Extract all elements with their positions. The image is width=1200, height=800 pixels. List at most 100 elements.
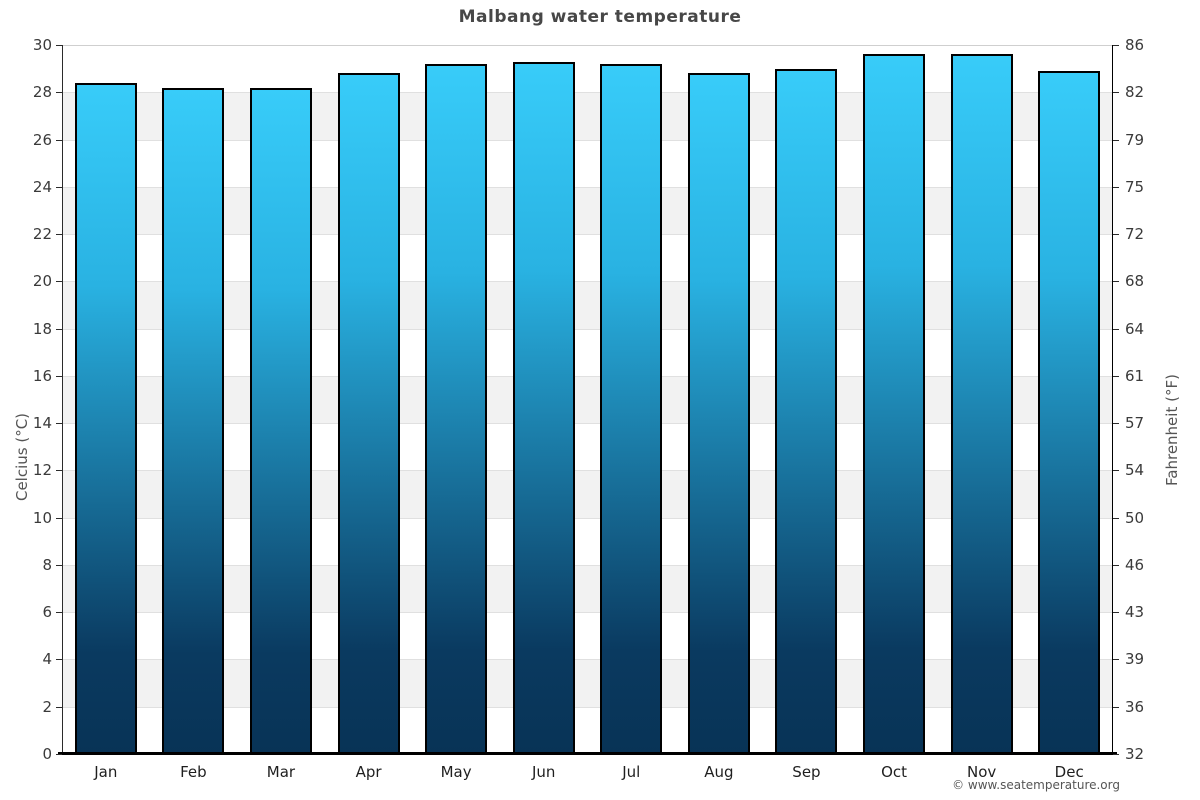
plot-band <box>62 92 1113 140</box>
celsius-tick-label: 8 <box>42 555 52 574</box>
celsius-tick-label: 30 <box>32 36 52 54</box>
month-label-sep: Sep <box>792 763 821 781</box>
month-label-aug: Aug <box>704 763 734 781</box>
celsius-tick-mark <box>56 375 62 377</box>
fahrenheit-tick-mark <box>1113 612 1119 614</box>
celsius-tick-label: 26 <box>32 130 52 149</box>
fahrenheit-tick-label: 64 <box>1125 319 1145 338</box>
gridline <box>62 470 1113 472</box>
watermark-link[interactable]: © www.seatemperature.org <box>952 778 1120 792</box>
fahrenheit-tick-label: 68 <box>1125 272 1145 291</box>
fahrenheit-tick-label: 82 <box>1125 83 1145 102</box>
month-label-jun: Jun <box>531 763 556 781</box>
plot-band <box>62 423 1113 471</box>
fahrenheit-tick-label: 50 <box>1125 508 1145 527</box>
celsius-tick-label: 0 <box>42 745 52 763</box>
plot-top-border <box>62 45 1113 46</box>
month-label-dec: Dec <box>1054 763 1084 781</box>
fahrenheit-tick-label: 75 <box>1125 177 1145 196</box>
gridline <box>62 328 1113 330</box>
celsius-tick-mark <box>56 186 62 188</box>
x-axis-line <box>58 752 1117 755</box>
gridline <box>62 564 1113 566</box>
plot-band <box>62 612 1113 660</box>
fahrenheit-tick-label: 32 <box>1125 745 1145 763</box>
bar-aug <box>687 73 750 754</box>
plot-band <box>62 659 1113 707</box>
fahrenheit-tick-label: 86 <box>1125 36 1145 54</box>
fahrenheit-tick-mark <box>1113 423 1119 425</box>
celsius-axis-line <box>62 45 63 754</box>
gridline <box>62 139 1113 141</box>
fahrenheit-tick-label: 46 <box>1125 555 1145 574</box>
celsius-tick-label: 24 <box>32 177 52 196</box>
bar-sep <box>775 68 838 754</box>
month-label-apr: Apr <box>355 763 382 781</box>
gridline <box>62 706 1113 708</box>
celsius-tick-mark <box>56 92 62 94</box>
celsius-tick-label: 10 <box>32 508 52 527</box>
gridline <box>62 234 1113 236</box>
plot-band <box>62 564 1113 613</box>
gridline <box>62 281 1113 283</box>
celsius-tick-mark <box>56 470 62 472</box>
bar-dec <box>1038 71 1101 754</box>
celsius-axis-title: Celcius (°C) <box>13 412 31 502</box>
gridline <box>62 92 1113 94</box>
fahrenheit-tick-mark <box>1113 659 1119 661</box>
fahrenheit-tick-mark <box>1113 281 1119 283</box>
gridline <box>62 517 1113 519</box>
fahrenheit-tick-label: 79 <box>1125 130 1145 149</box>
fahrenheit-tick-label: 72 <box>1125 225 1145 244</box>
celsius-tick-mark <box>56 564 62 566</box>
plot-band <box>62 470 1113 518</box>
celsius-tick-mark <box>56 706 62 708</box>
fahrenheit-tick-label: 61 <box>1125 366 1145 385</box>
fahrenheit-tick-mark <box>1113 92 1119 94</box>
month-label-jan: Jan <box>94 763 118 781</box>
bar-jun <box>512 61 575 754</box>
fahrenheit-tick-label: 36 <box>1125 697 1145 716</box>
month-label-may: May <box>440 763 472 781</box>
gridline <box>62 659 1113 661</box>
month-label-nov: Nov <box>966 763 997 781</box>
celsius-tick-label: 4 <box>42 650 52 669</box>
fahrenheit-tick-mark <box>1113 328 1119 330</box>
plot-band <box>62 328 1113 376</box>
celsius-tick-mark <box>56 234 62 236</box>
bar-mar <box>249 87 312 754</box>
celsius-tick-mark <box>56 517 62 519</box>
fahrenheit-tick-mark <box>1113 186 1119 188</box>
fahrenheit-tick-mark <box>1113 139 1119 141</box>
bar-apr <box>337 73 400 754</box>
bar-may <box>425 63 488 754</box>
plot-band <box>62 281 1113 329</box>
plot-band <box>62 139 1113 187</box>
fahrenheit-axis-line <box>1112 45 1113 754</box>
fahrenheit-tick-mark <box>1113 564 1119 566</box>
gridline <box>62 612 1113 614</box>
plot-band <box>62 234 1113 282</box>
fahrenheit-tick-mark <box>1113 375 1119 377</box>
bar-oct <box>863 54 926 754</box>
bar-jul <box>600 63 663 754</box>
fahrenheit-tick-label: 39 <box>1125 650 1145 669</box>
fahrenheit-axis-title: Fahrenheit (°F) <box>1163 374 1181 486</box>
celsius-tick-mark <box>56 612 62 614</box>
plot-band <box>62 706 1113 754</box>
celsius-tick-mark <box>56 328 62 330</box>
fahrenheit-tick-mark <box>1113 234 1119 236</box>
fahrenheit-tick-label: 43 <box>1125 603 1145 622</box>
plot-band <box>62 375 1113 424</box>
month-label-jul: Jul <box>622 763 641 781</box>
celsius-tick-label: 16 <box>32 366 52 385</box>
celsius-tick-label: 18 <box>32 319 52 338</box>
plot-band <box>62 186 1113 235</box>
celsius-tick-label: 6 <box>42 603 52 622</box>
fahrenheit-tick-mark <box>1113 754 1119 755</box>
gridline <box>62 186 1113 188</box>
celsius-tick-label: 2 <box>42 697 52 716</box>
month-label-oct: Oct <box>881 763 907 781</box>
gridline <box>62 375 1113 377</box>
